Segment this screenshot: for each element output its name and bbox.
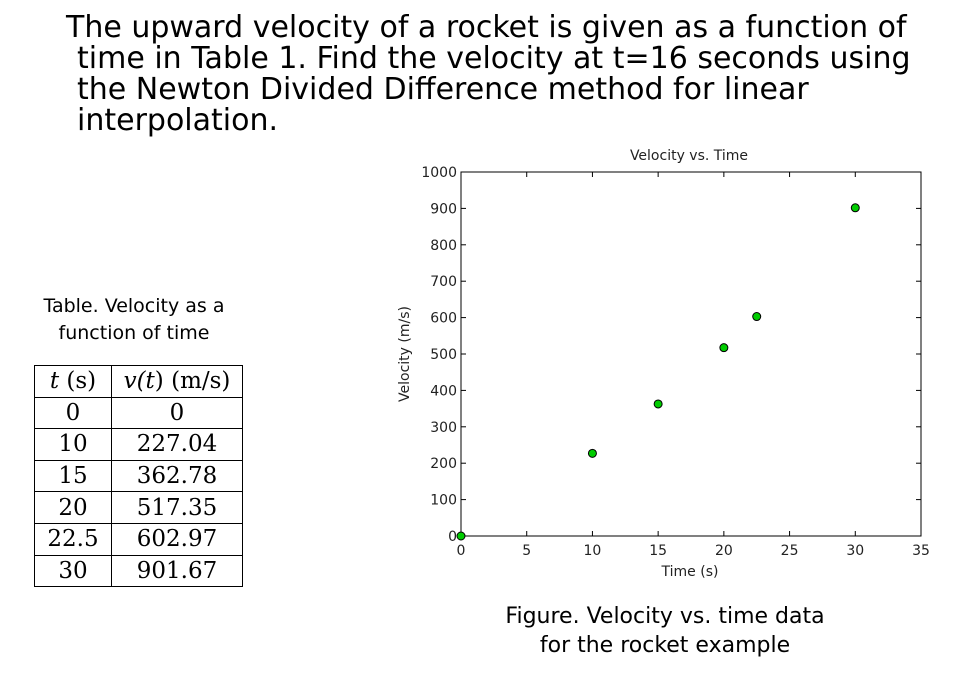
table-row: 10 227.04 — [34, 428, 243, 461]
x-tick-label: 15 — [649, 543, 667, 559]
y-tick-label: 0 — [448, 529, 457, 545]
cell-velocity: 901.67 — [111, 554, 243, 588]
table-row: 20 517.35 — [34, 491, 243, 524]
data-points — [456, 203, 860, 541]
cell-velocity: 602.97 — [111, 522, 243, 556]
table-row: 30 901.67 — [34, 554, 243, 588]
x-tick-label: 5 — [522, 543, 531, 559]
data-point — [850, 203, 860, 213]
data-point — [456, 531, 466, 541]
x-tick-label: 25 — [781, 543, 799, 559]
table-header-row: t (s) v(t) (m/s) — [34, 365, 243, 398]
header-velocity: v(t) (m/s) — [111, 365, 243, 398]
x-tick-label: 30 — [846, 543, 864, 559]
chart-title: Velocity vs. Time — [630, 148, 748, 164]
y-tick-label: 400 — [430, 383, 457, 399]
table-caption-line: Table. Velocity as a — [43, 295, 225, 317]
problem-line: the Newton Divided Difference method for… — [77, 72, 809, 107]
y-tick-label: 900 — [430, 201, 457, 217]
figure-caption-line: for the rocket example — [539, 633, 791, 658]
problem-line: The upward velocity of a rocket is given… — [66, 10, 907, 45]
x-axis-label: Time (s) — [661, 564, 719, 580]
plot-area — [460, 171, 922, 537]
table-row: 0 0 — [34, 396, 243, 430]
cell-time: 22.5 — [34, 522, 112, 556]
table-caption-line: function of time — [58, 322, 210, 344]
data-point — [719, 343, 729, 353]
cell-velocity: 227.04 — [111, 428, 243, 461]
x-tick-label: 0 — [457, 543, 466, 559]
cell-time: 10 — [34, 428, 112, 461]
y-tick-label: 700 — [430, 274, 457, 290]
data-point — [653, 399, 663, 409]
y-axis-label: Velocity (m/s) — [397, 306, 413, 402]
figure-caption-line: Figure. Velocity vs. time data — [505, 604, 825, 629]
header-time: t (s) — [34, 365, 112, 398]
figure-caption: Figure. Velocity vs. time data for the r… — [480, 602, 850, 660]
problem-line: interpolation. — [77, 103, 279, 138]
cell-velocity: 362.78 — [111, 459, 243, 493]
x-tick-label: 20 — [715, 543, 733, 559]
axis-ticks: 0 5 10 15 20 25 30 35 0 100 200 300 400 500 600 700 800 9… — [421, 165, 930, 559]
table-caption: Table. Velocity as a function of time — [20, 293, 248, 347]
data-point — [752, 312, 762, 322]
x-tick-label: 35 — [912, 543, 930, 559]
y-tick-label: 200 — [430, 456, 457, 472]
velocity-table: t (s) v(t) (m/s) 0 0 10 227.04 15 362.78… — [34, 365, 243, 588]
y-tick-label: 800 — [430, 238, 457, 254]
problem-line: time in Table 1. Find the velocity at t=… — [77, 41, 911, 76]
cell-time: 30 — [34, 554, 112, 588]
y-tick-label: 500 — [430, 347, 457, 363]
y-tick-label: 100 — [430, 493, 457, 509]
data-point — [587, 448, 597, 458]
y-tick-label: 300 — [430, 420, 457, 436]
table-row: 22.5 602.97 — [34, 522, 243, 556]
problem-statement: The upward velocity of a rocket is given… — [66, 12, 946, 136]
y-tick-label: 600 — [430, 311, 457, 327]
cell-velocity: 517.35 — [111, 491, 243, 524]
x-tick-label: 10 — [584, 543, 602, 559]
y-tick-label: 1000 — [421, 165, 457, 181]
